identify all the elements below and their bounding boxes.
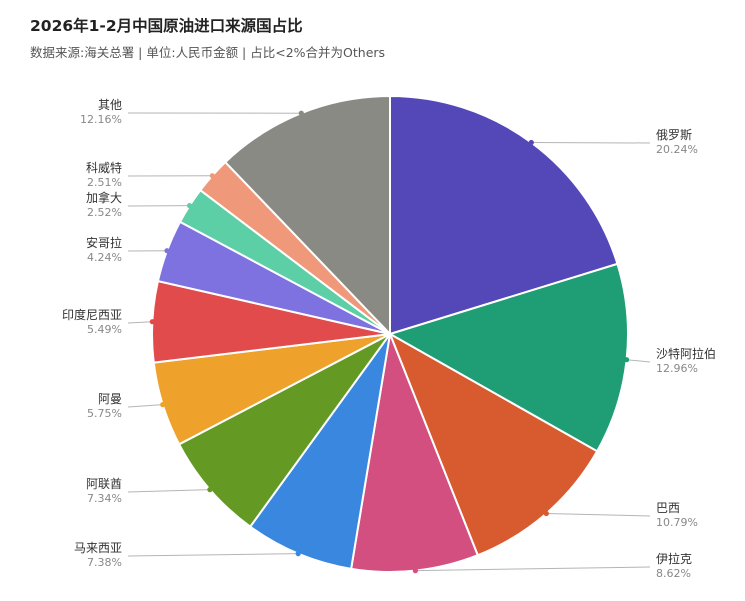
- leader-dot: [412, 568, 418, 574]
- slice-label: 阿曼: [98, 392, 122, 406]
- slice-label: 伊拉克: [656, 551, 692, 566]
- leader-dot: [209, 173, 215, 179]
- slice-label: 科威特: [86, 160, 122, 175]
- leader-dot: [298, 110, 304, 116]
- leader-line: [127, 489, 210, 493]
- slice-percent: 2.51%: [87, 176, 122, 189]
- chart-subtitle: 数据来源:海关总署 | 单位:人民币金额 | 占比<2%合并为Others: [30, 45, 386, 60]
- slice-percent: 20.24%: [656, 143, 698, 156]
- leader-line: [127, 553, 299, 557]
- leader-dot: [160, 402, 166, 408]
- slice-label: 马来西亚: [74, 541, 122, 555]
- leader-dot: [207, 487, 213, 493]
- leader-dot: [543, 510, 549, 517]
- leader-dot: [295, 551, 301, 557]
- chart-title: 2026年1-2月中国原油进口来源国占比: [30, 17, 303, 35]
- slice-percent: 10.79%: [656, 516, 698, 529]
- slice-percent: 12.16%: [80, 113, 122, 126]
- slice-label: 加拿大: [86, 190, 122, 205]
- leader-line: [626, 359, 651, 363]
- slice-percent: 5.49%: [87, 323, 122, 336]
- slice-percent: 8.62%: [656, 567, 691, 580]
- slice-percent: 12.96%: [656, 362, 698, 375]
- slice-label: 其他: [98, 98, 122, 112]
- leader-line: [531, 142, 651, 144]
- leader-line: [127, 404, 163, 408]
- slice-percent: 5.75%: [87, 407, 122, 420]
- leader-dot: [149, 319, 155, 325]
- leader-dot: [187, 203, 193, 209]
- slice-label: 巴西: [656, 501, 680, 515]
- leader-dot: [528, 139, 534, 146]
- leader-dot: [624, 357, 630, 363]
- slice-label: 印度尼西亚: [62, 307, 122, 322]
- slice-percent: 4.24%: [87, 251, 122, 264]
- leader-dot: [164, 248, 170, 254]
- slice-label: 俄罗斯: [656, 128, 692, 142]
- leader-line: [127, 321, 153, 324]
- slice-percent: 7.38%: [87, 556, 122, 569]
- slice-label: 沙特阿拉伯: [656, 346, 716, 361]
- leader-line: [546, 513, 651, 517]
- slice-percent: 2.52%: [87, 206, 122, 219]
- slice-label: 安哥拉: [86, 235, 122, 250]
- leader-line: [415, 566, 651, 572]
- slice-percent: 7.34%: [87, 492, 122, 505]
- slice-label: 阿联酋: [86, 476, 122, 491]
